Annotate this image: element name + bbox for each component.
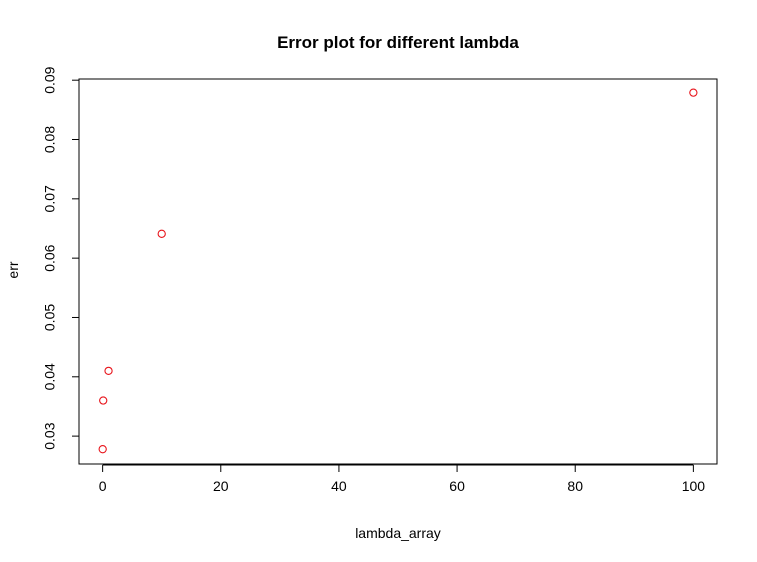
y-tick-label: 0.07 [42, 185, 58, 212]
plot-area-frame [78, 78, 718, 465]
data-point [99, 396, 108, 405]
data-point [98, 445, 107, 454]
y-tick-label: 0.03 [42, 422, 58, 449]
y-tick-label: 0.06 [42, 244, 58, 271]
x-tick-label: 0 [99, 478, 107, 494]
y-tick-label: 0.09 [42, 66, 58, 93]
x-tick-label: 60 [449, 478, 465, 494]
y-tick-label: 0.05 [42, 304, 58, 331]
y-axis: 0.03 0.04 0.05 0.06 0.07 0.08 0.09 [42, 66, 80, 450]
x-axis: 0 20 40 60 80 100 [99, 464, 706, 494]
data-points [98, 88, 698, 454]
y-axis-label: err [5, 261, 21, 278]
x-tick-label: 80 [567, 478, 583, 494]
x-tick-label: 40 [331, 478, 347, 494]
data-point [689, 88, 698, 97]
chart-title: Error plot for different lambda [277, 33, 519, 52]
x-axis-label: lambda_array [355, 525, 441, 541]
x-tick-label: 100 [682, 478, 706, 494]
y-tick-label: 0.04 [42, 363, 58, 390]
y-tick-label: 0.08 [42, 126, 58, 153]
data-point [157, 229, 166, 238]
data-point [104, 366, 113, 376]
x-tick-label: 20 [213, 478, 229, 494]
